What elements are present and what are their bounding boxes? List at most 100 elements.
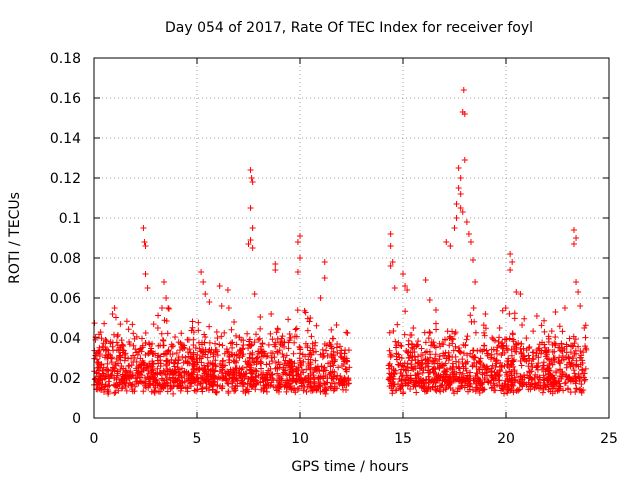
roti-background-point: [581, 370, 588, 377]
roti-background-point: [415, 353, 422, 360]
roti-background-point: [163, 379, 170, 386]
roti-background-point: [210, 361, 217, 368]
roti-background-point: [253, 368, 260, 375]
roti-background-point: [339, 382, 346, 389]
roti-background-point: [432, 320, 439, 327]
roti-background-point: [140, 365, 147, 372]
roti-background-point: [472, 377, 479, 384]
roti-point: [457, 175, 464, 181]
roti-background-point: [576, 354, 583, 361]
roti-background-point: [141, 374, 148, 381]
roti-background-point: [386, 329, 393, 336]
roti-background-point: [302, 309, 309, 316]
roti-background-point: [121, 351, 128, 358]
roti-background-point: [174, 364, 181, 371]
roti-background-point: [456, 385, 463, 392]
roti-background-point: [172, 368, 179, 375]
roti-point: [402, 283, 409, 289]
roti-background-point: [499, 362, 506, 369]
roti-background-point: [201, 339, 208, 346]
roti-point: [109, 311, 116, 317]
roti-background-point: [545, 335, 552, 342]
roti-background-point: [111, 390, 118, 397]
roti-background-point: [432, 344, 439, 351]
roti-background-point: [402, 308, 409, 315]
roti-background-point: [258, 365, 265, 372]
roti-background-point: [558, 348, 565, 355]
roti-background-point: [451, 390, 458, 397]
roti-background-point: [101, 354, 108, 361]
roti-background-point: [303, 366, 310, 373]
roti-background-point: [423, 383, 430, 390]
chart-title: Day 054 of 2017, Rate Of TEC Index for r…: [165, 20, 533, 36]
roti-background-point: [239, 383, 246, 390]
roti-background-point: [515, 340, 522, 347]
roti-background-point: [209, 377, 216, 384]
roti-background-point: [404, 364, 411, 371]
roti-background-point: [182, 354, 189, 361]
roti-background-point: [158, 330, 165, 337]
roti-background-point: [573, 357, 580, 364]
roti-background-point: [226, 352, 233, 359]
roti-background-point: [333, 321, 340, 328]
roti-background-point: [272, 359, 279, 366]
roti-background-point: [97, 386, 104, 393]
roti-background-point: [494, 382, 501, 389]
roti-background-point: [449, 364, 456, 371]
roti-background-point: [437, 373, 444, 380]
roti-background-point: [552, 333, 559, 340]
roti-background-point: [433, 326, 440, 333]
roti-background-point: [172, 334, 179, 341]
roti-background-point: [550, 383, 557, 390]
roti-background-point: [476, 366, 483, 373]
roti-background-point: [106, 375, 113, 382]
roti-background-point: [422, 339, 429, 346]
roti-background-point: [330, 335, 337, 342]
roti-background-point: [496, 324, 503, 331]
roti-background-point: [533, 384, 540, 391]
roti-point: [218, 303, 225, 309]
roti-background-point: [492, 358, 499, 365]
roti-background-point: [240, 370, 247, 377]
roti-background-point: [441, 368, 448, 375]
roti-background-point: [340, 377, 347, 384]
roti-background-point: [229, 339, 236, 346]
roti-point: [97, 365, 104, 371]
roti-background-point: [480, 346, 487, 353]
roti-background-point: [245, 376, 252, 383]
roti-background-point: [495, 338, 502, 345]
roti-background-point: [523, 358, 530, 365]
roti-background-point: [265, 341, 272, 348]
roti-background-point: [188, 375, 195, 382]
roti-background-point: [530, 328, 537, 335]
roti-background-point: [148, 388, 155, 395]
roti-background-point: [114, 333, 121, 340]
roti-background-point: [457, 369, 464, 376]
roti-background-point: [456, 348, 463, 355]
roti-point: [181, 345, 188, 351]
roti-background-point: [231, 385, 238, 392]
roti-background-point: [142, 330, 149, 337]
roti-background-point: [536, 347, 543, 354]
roti-background-point: [344, 330, 351, 337]
roti-background-point: [407, 332, 414, 339]
roti-background-point: [202, 351, 209, 358]
roti-point: [472, 279, 479, 285]
roti-background-point: [163, 358, 170, 365]
roti-background-point: [300, 379, 307, 386]
roti-background-point: [175, 372, 182, 379]
roti-background-point: [304, 342, 311, 349]
roti-background-point: [459, 370, 466, 377]
roti-background-point: [446, 335, 453, 342]
roti-background-point: [95, 364, 102, 371]
roti-background-point: [122, 354, 129, 361]
roti-background-point: [582, 376, 589, 383]
roti-background-point: [543, 366, 550, 373]
roti-background-point: [498, 387, 505, 394]
roti-point: [513, 289, 520, 295]
x-tick-label: 10: [291, 431, 309, 447]
roti-background-point: [416, 382, 423, 389]
roti-background-point: [114, 368, 121, 375]
roti-background-point: [457, 349, 464, 356]
roti-background-point: [460, 365, 467, 372]
